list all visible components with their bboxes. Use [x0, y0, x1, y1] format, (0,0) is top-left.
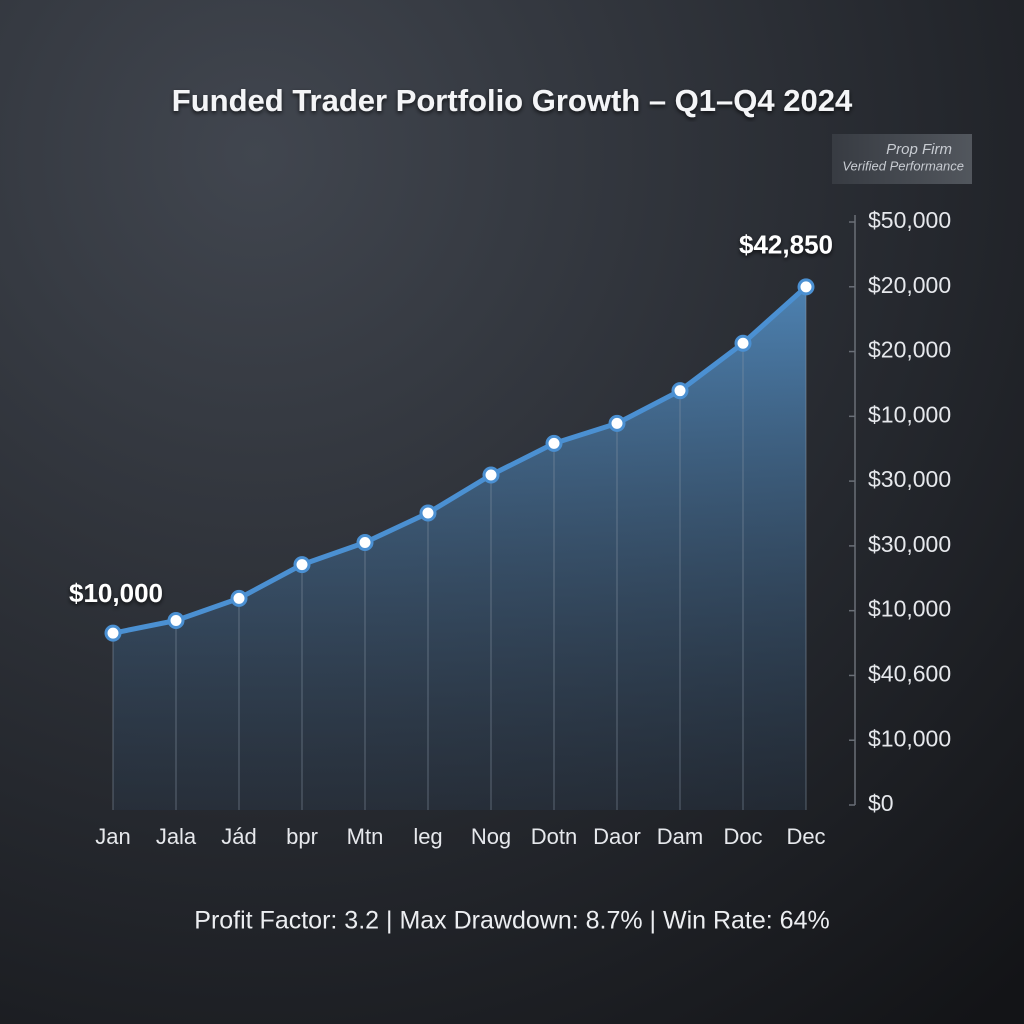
- point: [104, 624, 122, 642]
- y-tick-label: $10,000: [868, 401, 951, 427]
- point: [356, 533, 374, 551]
- y-tick-label: $50,000: [868, 207, 951, 233]
- badge-line: Prop Firm: [886, 141, 952, 158]
- x-tick-label: Doc: [723, 824, 762, 849]
- x-tick-label: Jád: [221, 824, 256, 849]
- x-tick-label: Dam: [657, 824, 703, 849]
- point: [482, 466, 500, 484]
- x-tick-label: bpr: [286, 824, 318, 849]
- y-tick-label: $20,000: [868, 337, 951, 363]
- y-tick-label: $30,000: [868, 531, 951, 557]
- point: [797, 278, 815, 296]
- x-tick-label: Nog: [471, 824, 511, 849]
- y-tick-label: $0: [868, 790, 894, 816]
- y-tick-label: $20,000: [868, 272, 951, 298]
- point: [230, 589, 248, 607]
- point: [293, 556, 311, 574]
- data-label: $42,850: [739, 230, 833, 260]
- x-tick-label: Jan: [95, 824, 130, 849]
- point: [419, 504, 437, 522]
- x-tick-label: leg: [413, 824, 442, 849]
- x-tick-label: Dec: [786, 824, 825, 849]
- y-tick-label: $10,000: [868, 596, 951, 622]
- point: [671, 382, 689, 400]
- x-tick-label: Mtn: [347, 824, 384, 849]
- data-label: $10,000: [69, 578, 163, 608]
- x-tick-label: Dotn: [531, 824, 577, 849]
- y-tick-label: $40,600: [868, 661, 951, 687]
- badge-line: Verified Performance: [842, 158, 964, 173]
- point: [734, 334, 752, 352]
- point: [545, 434, 563, 452]
- x-tick-label: Daor: [593, 824, 641, 849]
- point: [167, 612, 185, 630]
- y-tick-label: $30,000: [868, 466, 951, 492]
- line: [110, 284, 809, 636]
- x-tick-label: Jala: [156, 824, 197, 849]
- y-tick-label: $10,000: [868, 725, 951, 751]
- chart-title: Funded Trader Portfolio Growth – Q1–Q4 2…: [172, 83, 853, 118]
- point: [608, 414, 626, 432]
- badge: [832, 134, 972, 184]
- footer: Profit Factor: 3.2 | Max Drawdown: 8.7% …: [194, 907, 829, 935]
